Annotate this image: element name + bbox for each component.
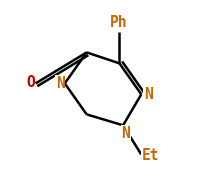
Text: Ph: Ph bbox=[110, 15, 127, 30]
Text: O: O bbox=[26, 75, 35, 90]
Text: N: N bbox=[56, 76, 65, 91]
Text: N: N bbox=[144, 87, 153, 102]
Text: N: N bbox=[122, 126, 130, 141]
Text: Et: Et bbox=[142, 148, 160, 163]
